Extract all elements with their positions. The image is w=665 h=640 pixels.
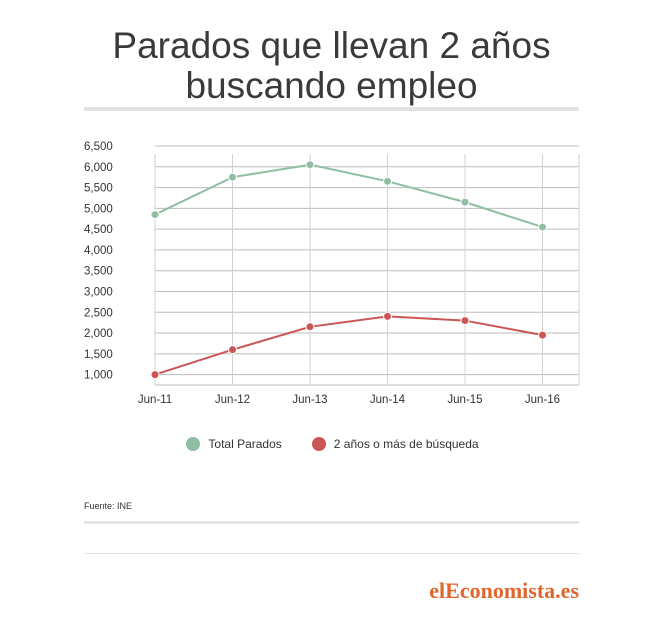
chart-legend: Total Parados 2 años o más de búsqueda	[0, 437, 665, 451]
legend-label-total: Total Parados	[208, 437, 282, 451]
legend-marker-total	[186, 437, 201, 451]
data-point	[460, 197, 470, 207]
series-line	[154, 163, 543, 229]
legend-item-long-term: 2 años o más de búsqueda	[311, 437, 479, 451]
y-tick-label: 4,500	[84, 224, 113, 236]
y-tick-label: 3,000	[84, 286, 113, 298]
chart-title: Parados que llevan 2 años buscando emple…	[84, 26, 579, 106]
title-line-1: Parados que llevan 2 años	[112, 25, 551, 66]
y-tick-label: 1,500	[84, 349, 113, 361]
data-point	[150, 370, 160, 380]
title-divider	[84, 107, 579, 111]
data-point	[538, 330, 547, 340]
y-tick-label: 1,000	[84, 370, 113, 382]
data-point	[538, 222, 547, 232]
x-tick-label: Jun-15	[447, 394, 482, 406]
data-point	[150, 210, 160, 220]
legend-label-long-term: 2 años o más de búsqueda	[333, 437, 479, 451]
x-tick-label: Jun-12	[215, 394, 250, 406]
y-tick-label: 2,000	[84, 328, 113, 340]
title-line-2: buscando empleo	[185, 65, 478, 106]
x-tick-label: Jun-16	[525, 394, 560, 406]
x-tick-label: Jun-14	[370, 394, 406, 406]
series-line	[154, 315, 543, 376]
footer-divider	[84, 521, 579, 524]
line-chart: 1,000 1,500 2,000 2,500 3,000 3,500 4,000 4,500…	[84, 141, 580, 406]
x-tick-label: Jun-13	[292, 394, 327, 406]
data-point	[228, 172, 237, 182]
y-tick-label: 3,500	[84, 266, 113, 278]
data-point	[228, 345, 237, 355]
data-point	[460, 316, 470, 326]
legend-marker-long-term	[311, 437, 326, 451]
y-tick-label: 5,500	[84, 183, 113, 195]
x-tick-label: Jun-11	[138, 394, 172, 406]
data-point	[305, 322, 315, 332]
source-note: Fuente: INE	[84, 501, 133, 511]
data-point	[383, 176, 392, 186]
data-point	[305, 160, 315, 170]
footer-divider-thin	[84, 553, 579, 554]
y-tick-label: 6,000	[84, 162, 113, 174]
y-tick-label: 5,000	[84, 203, 113, 215]
y-tick-label: 2,500	[84, 307, 113, 319]
legend-item-total: Total Parados	[186, 437, 282, 451]
brand-logo: elEconomista.es	[429, 578, 579, 603]
data-point	[383, 311, 392, 321]
y-tick-label: 6,500	[84, 141, 113, 153]
y-tick-label: 4,000	[84, 245, 113, 257]
